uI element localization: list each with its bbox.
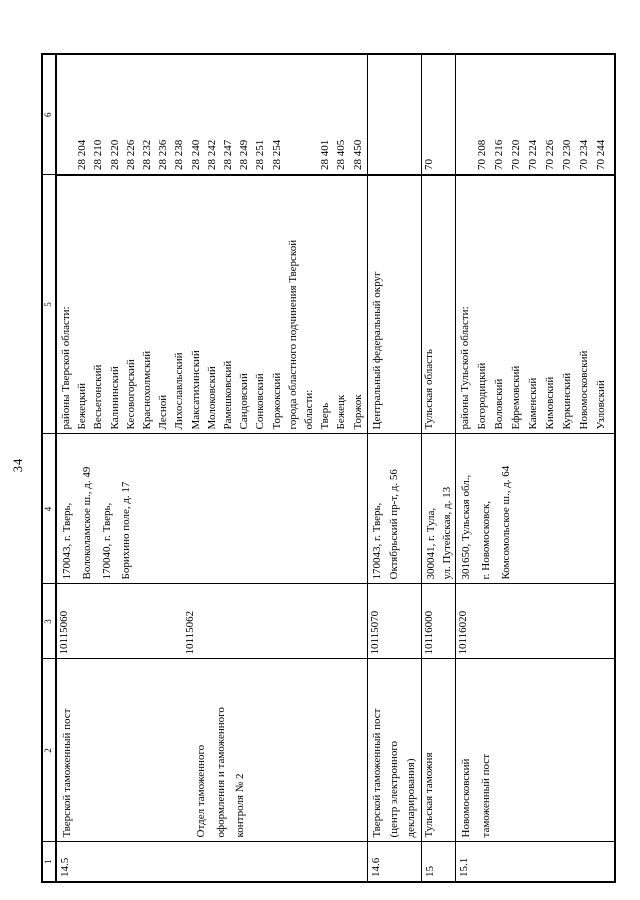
regions-cell: Тульская область <box>421 175 456 434</box>
page-number: 34 <box>11 457 25 473</box>
post-name-cell: Новомосковский таможенный пост <box>455 659 616 842</box>
row-index-cell: 14.5 <box>56 842 367 882</box>
col-header-4: 4 <box>42 434 56 584</box>
territory-codes-cell <box>367 54 421 175</box>
customs-code-secondary: 10115062 <box>184 610 196 655</box>
customs-code-cell: 10115060 10115062 <box>56 584 367 659</box>
territory-codes-cell: 70 208 70 216 70 220 70 224 70 226 70 23… <box>455 54 616 175</box>
customs-posts-table: 1 2 3 4 5 6 14.5 Тверской таможенный пос… <box>41 53 617 883</box>
post-name-cell: Тульская таможня <box>421 659 456 842</box>
table-row: 14.5 Тверской таможенный пост Отдел тамо… <box>56 54 367 882</box>
table-row: 14.6 Тверской таможенный пост (центр эле… <box>367 54 421 882</box>
col-header-2: 2 <box>42 659 56 842</box>
regions-cell: районы Тульской области: Богородицкий Во… <box>455 175 616 434</box>
post-name-cell: Тверской таможенный пост Отдел таможенно… <box>56 659 367 842</box>
customs-code-cell: 10116020 <box>455 584 616 659</box>
address-cell: 301650, Тульская обл., г. Новомосковск, … <box>455 434 616 584</box>
table-row: 15.1 Новомосковский таможенный пост 1011… <box>455 54 616 882</box>
post-name-cell: Тверской таможенный пост (центр электрон… <box>367 659 421 842</box>
customs-code-cell: 10115070 <box>367 584 421 659</box>
row-index-cell: 15 <box>421 842 456 882</box>
row-index-cell: 14.6 <box>367 842 421 882</box>
customs-code: 10115060 <box>58 610 70 655</box>
table-row: 15 Тульская таможня 10116000 300041, г. … <box>421 54 456 882</box>
address-cell: 170043, г. Тверь, Октябрьский пр-т, д. 5… <box>367 434 421 584</box>
address-cell: 300041, г. Тула, ул. Путейская, д. 13 <box>421 434 456 584</box>
regions-cell: районы Тверской области: Бежецкий Весьег… <box>56 175 367 434</box>
row-index-cell: 15.1 <box>455 842 616 882</box>
column-number-header-row: 1 2 3 4 5 6 <box>42 54 56 882</box>
col-header-3: 3 <box>42 584 56 659</box>
post-name: Тверской таможенный пост <box>61 708 73 838</box>
territory-codes-cell: 70 <box>421 54 456 175</box>
customs-code-cell: 10116000 <box>421 584 456 659</box>
regions-cell: Центральный федеральный округ <box>367 175 421 434</box>
address-cell: 170043, г. Тверь, Волоколамское ш., д. 4… <box>56 434 367 584</box>
col-header-6: 6 <box>42 54 56 175</box>
post-department: Отдел таможенного оформления и таможенно… <box>194 707 247 838</box>
col-header-5: 5 <box>42 175 56 434</box>
col-header-1: 1 <box>42 842 56 882</box>
territory-codes-cell: 28 204 28 210 28 220 28 226 28 232 28 23… <box>56 54 367 175</box>
